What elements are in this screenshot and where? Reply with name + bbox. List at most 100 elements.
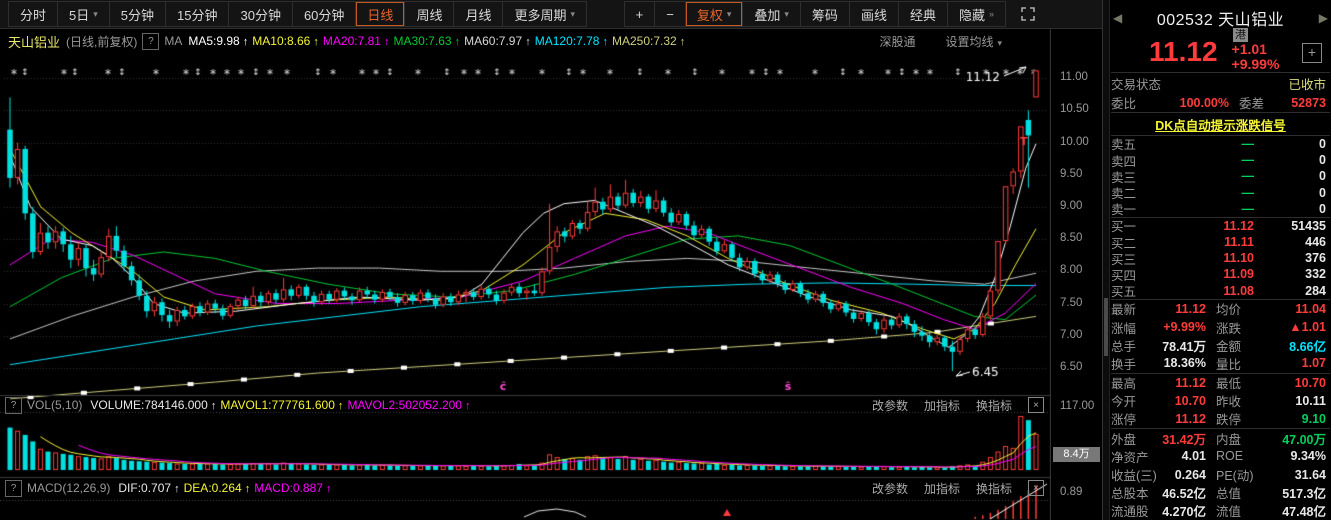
indicator-value: MA10:8.66 ↑	[252, 34, 319, 48]
bid-level-label: 买四	[1111, 268, 1137, 283]
up-arrow-icon: ↑	[599, 36, 608, 48]
period-button-周线[interactable]: 周线	[405, 2, 455, 26]
tool-button-1[interactable]: −	[655, 2, 686, 26]
bid-price: 11.08	[1223, 283, 1254, 298]
period-button-分时[interactable]: 分时	[9, 2, 59, 26]
tool-button-2[interactable]: 复权 ▾	[686, 2, 744, 26]
stat-label: 最低	[1216, 377, 1242, 392]
price-axis-label: 7.00	[1060, 328, 1083, 341]
trade-status-label: 交易状态	[1111, 77, 1162, 92]
macd-pane-button-2[interactable]: 换指标	[975, 481, 1012, 496]
vol-pane-button-2[interactable]: 换指标	[975, 398, 1012, 413]
board-label: 深股通	[879, 34, 916, 49]
ma-setting-button[interactable]: 设置均线 ▾	[945, 34, 1002, 49]
chevron-down-icon: ▾	[570, 8, 576, 19]
tool-button-4[interactable]: 筹码	[801, 2, 850, 26]
period-button-label: 月线	[465, 7, 492, 23]
indicator-value: MAVOL1:777761.600 ↑	[220, 398, 343, 412]
close-icon[interactable]: ×	[1028, 480, 1044, 496]
help-icon[interactable]: ?	[5, 396, 22, 414]
stat-label: 总手	[1111, 339, 1137, 354]
stat-label: 涨跌	[1216, 321, 1242, 336]
tool-button-label: 复权	[696, 7, 723, 23]
next-stock-arrow[interactable]: ▶	[1318, 10, 1328, 25]
panel-scrollbar[interactable]	[1103, 0, 1110, 520]
stat-value: 11.12	[1175, 411, 1206, 426]
scrollbar-thumb[interactable]	[1104, 298, 1108, 356]
tool-button-7[interactable]: 隐藏»	[948, 2, 1005, 26]
weibi-label: 委比	[1111, 97, 1137, 112]
period-button-5分钟[interactable]: 5分钟	[110, 2, 167, 26]
stat-value: 10.70	[1174, 393, 1206, 408]
stat-value: 0.264	[1174, 467, 1206, 482]
stat-value: 10.11	[1295, 393, 1326, 408]
stat-label: 今开	[1111, 395, 1137, 410]
stat-value: ▲1.01	[1289, 320, 1326, 335]
ask-row: 卖二 — 0	[1111, 184, 1330, 202]
macd-pane-button-1[interactable]: 加指标	[923, 481, 960, 496]
period-button-更多周期[interactable]: 更多周期 ▾	[503, 2, 586, 26]
help-icon[interactable]: ?	[5, 479, 22, 497]
indicator-text: MACD:0.887	[254, 481, 323, 495]
stat-label: 流通股	[1111, 505, 1149, 520]
bid-row: 买二 11.11 446	[1111, 234, 1330, 251]
bid-price: 11.10	[1223, 251, 1254, 266]
add-to-watchlist-button[interactable]: +	[1302, 43, 1322, 64]
expand-icon[interactable]	[1020, 6, 1036, 22]
ask-volume: 0	[1319, 201, 1326, 216]
price-chart-canvas[interactable]	[0, 0, 1051, 520]
price-axis-label: 6.50	[1060, 360, 1083, 373]
period-button-60分钟[interactable]: 60分钟	[293, 2, 357, 26]
period-button-月线[interactable]: 月线	[454, 2, 504, 26]
indicator-text: MA5:9.98	[188, 34, 240, 48]
stat-label: 总股本	[1111, 487, 1149, 502]
stat-label: 金额	[1216, 339, 1242, 354]
macd-indicator-name: MACD(12,26,9)	[27, 481, 111, 495]
indicator-text: MA10:8.66	[252, 34, 311, 48]
indicator-text: DIF:0.707	[118, 481, 172, 495]
price-axis-label: 9.00	[1060, 199, 1083, 212]
stat-value: 11.12	[1175, 375, 1206, 390]
up-arrow-icon: ↑	[322, 483, 332, 495]
order-book: 卖五 — 0 卖四 — 0 卖三 — 0 卖二 — 0 卖一 — 0 买一 11.12 51435 买二 11.11 4…	[1111, 136, 1330, 299]
help-icon[interactable]: ?	[142, 32, 160, 50]
stat-label: 总值	[1216, 487, 1242, 502]
stats-row: 换手 18.36% 量比 1.07	[1111, 354, 1330, 372]
bid-row: 买三 11.10 376	[1111, 250, 1330, 267]
stats-row: 总手 78.41万 金额 8.66亿	[1111, 336, 1330, 354]
trade-status-value: 已收市	[1288, 77, 1326, 92]
stat-value: 31.42万	[1162, 432, 1206, 447]
tool-button-label: 隐藏	[958, 7, 985, 23]
tool-button-label: 筹码	[811, 7, 838, 23]
stats-row: 涨幅 +9.99% 涨跌 ▲1.01	[1111, 318, 1330, 336]
quote-panel: ◀ 002532 天山铝业 ▶ 11.12 港 +1.01 +9.99% + 交…	[1102, 0, 1331, 520]
ask-row: 卖三 — 0	[1111, 168, 1330, 185]
up-arrow-icon: ↑	[676, 36, 686, 48]
close-icon[interactable]: ×	[1028, 397, 1044, 413]
stock-code-name: 002532 天山铝业	[1156, 11, 1285, 29]
bid-row: 买四 11.09 332	[1111, 266, 1330, 283]
prev-stock-arrow[interactable]: ◀	[1113, 10, 1123, 25]
indicator-value: MA120:7.78 ↑	[535, 34, 608, 48]
bid-row: 买一 11.12 51435	[1111, 218, 1330, 235]
stat-value: 9.10	[1301, 411, 1326, 426]
dk-signal-link[interactable]: DK点自动提示涨跌信号	[1155, 118, 1286, 133]
ask-row: 卖四 — 0	[1111, 152, 1330, 169]
tool-button-6[interactable]: 经典	[899, 2, 948, 26]
tool-button-5[interactable]: 画线	[850, 2, 899, 26]
period-button-15分钟[interactable]: 15分钟	[166, 2, 230, 26]
tool-button-0[interactable]: +	[625, 2, 656, 26]
ma-values: MA5:9.98 ↑ MA10:8.66 ↑ MA20:7.81 ↑ MA30:7.6…	[188, 34, 689, 48]
stat-value: 4.270亿	[1162, 505, 1206, 520]
period-button-日线[interactable]: 日线	[356, 2, 406, 26]
tool-button-3[interactable]: 叠加 ▾	[743, 2, 801, 26]
vol-pane-button-1[interactable]: 加指标	[923, 398, 960, 413]
period-button-30分钟[interactable]: 30分钟	[229, 2, 293, 26]
vol-pane-button-0[interactable]: 改参数	[871, 398, 908, 413]
period-button-5日[interactable]: 5日 ▾	[58, 2, 110, 26]
stat-value: 11.04	[1295, 301, 1326, 316]
price-axis-label: 11.00	[1060, 71, 1088, 84]
stat-label: 最新	[1111, 303, 1137, 318]
stats-row: 收益(三) 0.264 PE(动) 31.64	[1111, 465, 1330, 484]
macd-pane-button-0[interactable]: 改参数	[871, 481, 908, 496]
